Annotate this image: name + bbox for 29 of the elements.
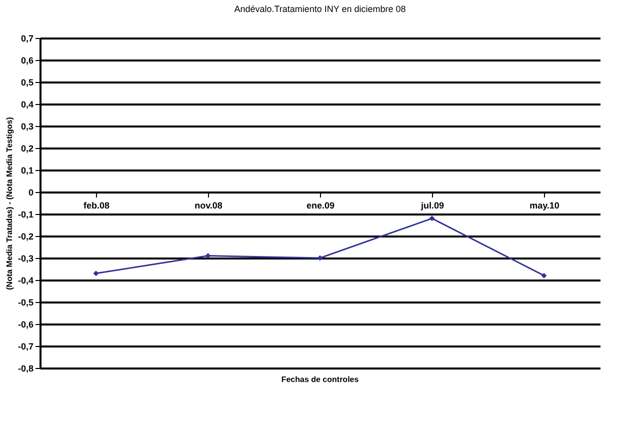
y-tick-label: -0,3 xyxy=(18,254,34,264)
point xyxy=(93,270,99,276)
y-tick-label: 0 xyxy=(28,188,34,198)
y-tick-label: 0,2 xyxy=(20,144,34,154)
x-tick-label: feb.08 xyxy=(83,200,110,210)
y-tick-label: -0,6 xyxy=(18,320,34,330)
y-tick-label: -0,4 xyxy=(18,276,34,286)
y-tick-label: 0,6 xyxy=(20,56,34,66)
x-tick-label: ene.09 xyxy=(306,200,335,210)
y-tick-label: 0,3 xyxy=(20,122,34,132)
y-tick-label: 0,1 xyxy=(20,166,34,176)
x-tick-label: nov.08 xyxy=(194,200,222,210)
x-axis-title: Fechas de controles xyxy=(281,375,360,384)
point xyxy=(429,216,435,222)
x-tick-label: may.10 xyxy=(530,200,560,210)
x-tick-label: jul.09 xyxy=(420,200,444,210)
y-axis-title: (Nota Media Tratadas) - (Nota Media Testigos) xyxy=(4,116,14,290)
point xyxy=(317,255,323,261)
point xyxy=(541,272,547,278)
y-tick-label: 0,7 xyxy=(20,34,34,44)
point xyxy=(205,253,211,259)
y-tick-label: -0,1 xyxy=(18,210,34,220)
y-tick-label: 0,5 xyxy=(20,78,34,88)
y-tick-label: 0,4 xyxy=(20,100,34,110)
chart-title: Andévalo.Tratamiento INY en diciembre 08 xyxy=(234,4,406,14)
y-tick-label: -0,7 xyxy=(18,342,34,352)
y-tick-label: -0,2 xyxy=(18,232,34,242)
y-tick-label: -0,5 xyxy=(18,298,34,308)
y-tick-label: -0,8 xyxy=(18,364,34,374)
